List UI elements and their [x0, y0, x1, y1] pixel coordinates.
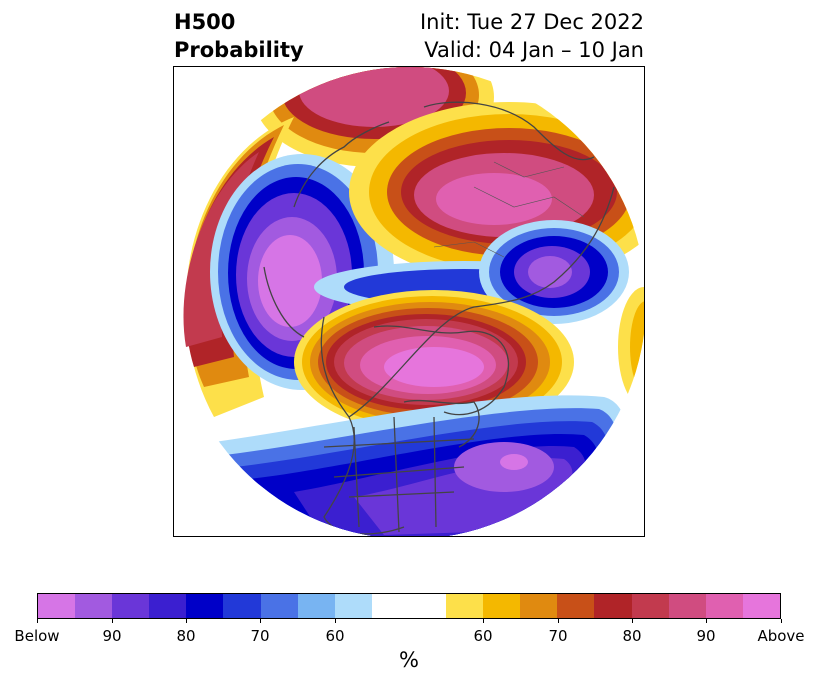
- colorbar-tick-mark: [260, 619, 261, 623]
- colorbar-unit-label: %: [399, 648, 419, 672]
- colorbar-tick-label: 80: [176, 627, 196, 645]
- colorbar-swatch: [149, 594, 187, 618]
- title-right: Init: Tue 27 Dec 2022 Valid: 04 Jan – 10…: [420, 8, 644, 64]
- map-panel: [173, 66, 645, 537]
- colorbar-tick-label: Above: [757, 627, 805, 645]
- colorbar-swatch: [520, 594, 558, 618]
- colorbar-swatch: [38, 594, 76, 618]
- colorbar-tick-label: Below: [14, 627, 60, 645]
- colorbar-swatch: [112, 594, 150, 618]
- colorbar-swatch: [334, 594, 372, 618]
- colorbar-tick-mark: [483, 619, 484, 623]
- colorbar-tick-mark: [112, 619, 113, 623]
- colorbar-swatch: [223, 594, 261, 618]
- colorbar-swatch: [631, 594, 669, 618]
- colorbar-tick-mark: [335, 619, 336, 623]
- colorbar-swatch: [75, 594, 113, 618]
- colorbar-tick-mark: [558, 619, 559, 623]
- colorbar: [37, 593, 781, 619]
- colorbar-tick-mark: [37, 619, 38, 623]
- colorbar-tick-label: 90: [102, 627, 122, 645]
- colorbar-swatch: [668, 594, 706, 618]
- colorbar-swatch: [371, 594, 409, 618]
- colorbar-swatch: [260, 594, 298, 618]
- title-variable: H500: [174, 10, 236, 34]
- colorbar-swatch: [594, 594, 632, 618]
- colorbar-tick-mark: [781, 619, 782, 623]
- colorbar-swatch: [408, 594, 447, 618]
- colorbar-swatch: [446, 594, 484, 618]
- colorbar-tick-label: 60: [325, 627, 345, 645]
- title-left: H500 Probability: [174, 8, 304, 64]
- colorbar-swatch: [297, 594, 335, 618]
- colorbar-tick-mark: [632, 619, 633, 623]
- colorbar-tick-mark: [186, 619, 187, 623]
- colorbar-swatch: [705, 594, 743, 618]
- colorbar-swatch: [483, 594, 521, 618]
- title-product: Probability: [174, 38, 304, 62]
- colorbar-swatch: [186, 594, 224, 618]
- colorbar-swatch: [742, 594, 780, 618]
- title-init: Init: Tue 27 Dec 2022: [419, 10, 644, 34]
- colorbar-tick-label: 70: [548, 627, 568, 645]
- probability-map: [174, 67, 644, 536]
- colorbar-tick-label: 60: [473, 627, 493, 645]
- title-valid: Valid: 04 Jan – 10 Jan: [424, 38, 644, 62]
- colorbar-tick-label: 90: [696, 627, 716, 645]
- colorbar-tick-label: 70: [250, 627, 270, 645]
- colorbar-tick-label: 80: [622, 627, 642, 645]
- anomaly-high-center: [294, 290, 574, 434]
- anomaly-low-bottom: [214, 395, 626, 536]
- colorbar-tick-mark: [706, 619, 707, 623]
- colorbar-swatch: [557, 594, 595, 618]
